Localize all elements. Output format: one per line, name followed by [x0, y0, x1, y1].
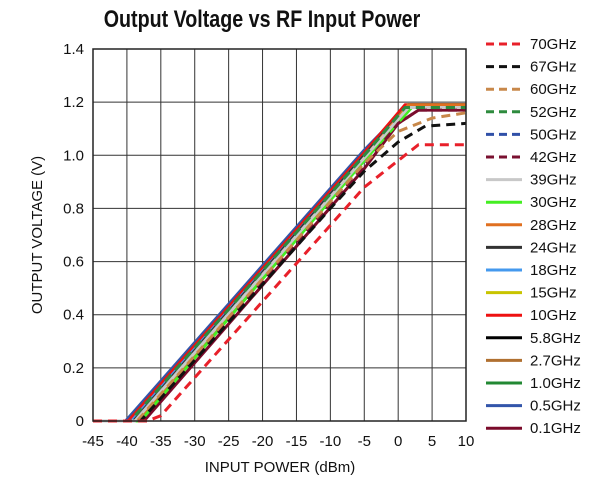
- legend-label: 28GHz: [530, 217, 577, 234]
- x-tick-label: -10: [320, 433, 342, 450]
- x-tick-label: -5: [358, 433, 371, 450]
- legend-label: 0.1GHz: [530, 420, 581, 437]
- legend-label: 24GHz: [530, 239, 577, 256]
- x-tick-label: -20: [252, 433, 274, 450]
- y-tick-label: 0: [76, 413, 84, 430]
- y-tick-label: 1.0: [63, 147, 84, 164]
- x-tick-labels: -45 -40 -35 -30 -25 -20 -15 -10 -5 0 5 10: [82, 433, 474, 450]
- y-axis-label: OUTPUT VOLTAGE (V): [29, 156, 46, 314]
- legend-label: 5.8GHz: [530, 330, 581, 347]
- y-tick-label: 0.8: [63, 200, 84, 217]
- legend-label: 67GHz: [530, 59, 577, 76]
- x-tick-label: 0: [394, 433, 402, 450]
- series-line-42GHz: [93, 108, 466, 423]
- legend-label: 2.7GHz: [530, 352, 581, 369]
- legend-label: 15GHz: [530, 285, 577, 302]
- series-line-70GHz: [93, 143, 466, 423]
- x-tick-label: -40: [116, 433, 138, 450]
- legend-label: 50GHz: [530, 126, 577, 143]
- y-tick-label: 1.4: [63, 41, 84, 58]
- chart-title: Output Voltage vs RF Input Power: [104, 5, 421, 32]
- legend-label: 0.5GHz: [530, 398, 581, 415]
- x-axis-label: INPUT POWER (dBm): [205, 459, 356, 476]
- x-tick-label: 5: [428, 433, 436, 450]
- series-line-52GHz: [93, 106, 466, 423]
- plot-frame: [92, 48, 467, 422]
- legend-label: 18GHz: [530, 262, 577, 279]
- y-tick-label: 0.2: [63, 360, 84, 377]
- legend-label: 42GHz: [530, 149, 577, 166]
- legend: 70GHz 67GHz 60GHz 52GHz 50GHz 42GHz 39GHz 30GHz…: [486, 36, 581, 437]
- x-tick-label: -35: [150, 433, 172, 450]
- legend-label: 52GHz: [530, 104, 577, 121]
- x-tick-label: -15: [286, 433, 308, 450]
- legend-label: 39GHz: [530, 172, 577, 189]
- series-group: [93, 103, 467, 423]
- x-tick-label: 10: [458, 433, 475, 450]
- x-tick-label: -25: [218, 433, 240, 450]
- legend-label: 70GHz: [530, 36, 577, 53]
- legend-label: 30GHz: [530, 194, 577, 211]
- legend-label: 10GHz: [530, 307, 577, 324]
- legend-label: 60GHz: [530, 81, 577, 98]
- y-tick-label: 0.4: [63, 307, 84, 324]
- x-tick-label: -30: [184, 433, 206, 450]
- x-tick-label: -45: [82, 433, 104, 450]
- y-tick-label: 1.2: [63, 94, 84, 111]
- series-line-67GHz: [93, 121, 467, 423]
- legend-label: 1.0GHz: [530, 375, 581, 392]
- y-tick-labels: 0 0.2 0.4 0.6 0.8 1.0 1.2 1.4: [63, 41, 84, 430]
- y-tick-label: 0.6: [63, 254, 84, 271]
